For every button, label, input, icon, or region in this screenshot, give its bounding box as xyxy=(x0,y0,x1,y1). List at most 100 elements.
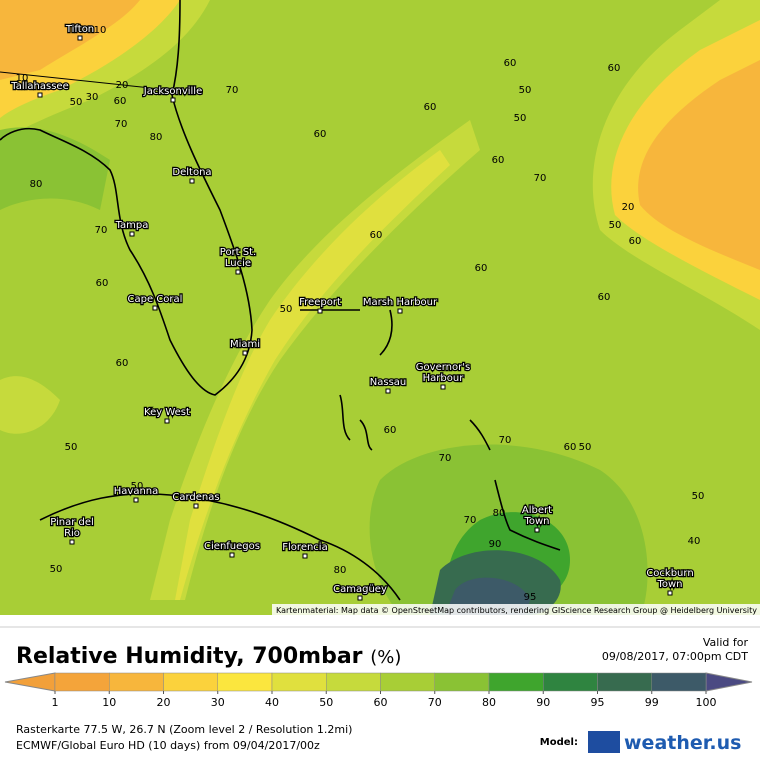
city-line: Freeport xyxy=(299,297,341,308)
city-dot xyxy=(129,231,135,237)
city-label: Cockburn Town xyxy=(646,568,693,590)
city-label: Governor's Harbour xyxy=(416,362,470,384)
contour-label: 60 xyxy=(424,102,437,113)
contour-label: 70 xyxy=(439,453,452,464)
valid-time: 09/08/2017, 07:00pm CDT xyxy=(602,650,748,663)
city-dot xyxy=(397,308,403,314)
legend-tick-label: 40 xyxy=(265,696,279,709)
contour-label: 20 xyxy=(116,80,129,91)
eu-flag xyxy=(588,731,620,753)
contour-label: 60 xyxy=(114,96,127,107)
city-label: Nassau xyxy=(370,377,407,388)
contour-label: 60 xyxy=(564,442,577,453)
contour-label: 80 xyxy=(334,565,347,576)
city-line: Deltona xyxy=(172,167,211,178)
city-line: Lucie xyxy=(225,258,251,269)
city-line: Port St. xyxy=(220,247,256,258)
contour-label: 60 xyxy=(314,129,327,140)
city-label: Havanna xyxy=(114,486,159,497)
city-line: Pinar del xyxy=(50,517,94,528)
city-label: Deltona xyxy=(172,167,211,178)
contour-label: 60 xyxy=(629,236,642,247)
city-dot xyxy=(164,418,170,424)
legend-swatch xyxy=(434,672,490,692)
city-line: Tifton xyxy=(65,24,94,35)
legend-tick-label: 10 xyxy=(102,696,116,709)
legend-swatch xyxy=(271,672,327,692)
city-label: Pinar del Rio xyxy=(50,517,94,539)
legend-tick-label: 90 xyxy=(536,696,550,709)
contour-label: 80 xyxy=(150,132,163,143)
city-line: Cockburn xyxy=(646,568,693,579)
legend-tick-label: 30 xyxy=(211,696,225,709)
zone xyxy=(0,127,110,210)
city-dot xyxy=(302,553,308,559)
legend-swatch xyxy=(543,672,598,692)
city-dot xyxy=(37,92,43,98)
city-line: Tampa xyxy=(115,220,149,231)
city-dot xyxy=(193,503,199,509)
legend-tick-label: 70 xyxy=(428,696,442,709)
contour-label: 50 xyxy=(280,304,293,315)
city-label: Florencia xyxy=(282,542,327,553)
contour-label: 60 xyxy=(598,292,611,303)
legend-swatch xyxy=(163,672,218,692)
legend-tick-label: 20 xyxy=(157,696,171,709)
city-line: Camagüey xyxy=(333,584,387,595)
city-line: Nassau xyxy=(370,377,407,388)
attribution-bg xyxy=(272,604,760,616)
city-dot xyxy=(133,497,139,503)
city-dot xyxy=(189,178,195,184)
legend-tick-label: 50 xyxy=(319,696,333,709)
city-label: Albert Town xyxy=(522,505,552,527)
legend-above xyxy=(705,672,753,692)
contour-label: 70 xyxy=(499,435,512,446)
legend-swatch xyxy=(488,672,544,692)
city-label: Cardenas xyxy=(172,492,219,503)
city-label: Camagüey xyxy=(333,584,387,595)
title-text: Relative Humidity, 700mbar xyxy=(16,644,363,669)
contour-label: 30 xyxy=(86,92,99,103)
city-line: Tallahassee xyxy=(10,81,68,92)
footer-line: ECMWF/Global Euro HD (10 days) from 09/0… xyxy=(16,739,320,752)
city-dot xyxy=(170,97,176,103)
city-line: Marsh Harbour xyxy=(363,297,438,308)
city-line: Key West xyxy=(144,407,190,418)
zone xyxy=(0,0,140,80)
legend-tick-label: 99 xyxy=(645,696,659,709)
legend-swatch xyxy=(380,672,435,692)
contour-label: 50 xyxy=(692,491,705,502)
city-label: Freeport xyxy=(299,297,341,308)
attribution: Kartenmaterial: Map data © OpenStreetMap… xyxy=(276,606,757,615)
city-line: Harbour xyxy=(423,373,465,384)
legend-tick-label: 80 xyxy=(482,696,496,709)
legend-tick-label: 100 xyxy=(696,696,717,709)
contour-label: 50 xyxy=(70,97,83,108)
contour-label: 70 xyxy=(115,119,128,130)
city-line: Cape Coral xyxy=(128,294,183,305)
contour-label: 40 xyxy=(688,536,701,547)
contour-label: 80 xyxy=(30,179,43,190)
city-dot xyxy=(242,350,248,356)
city-line: Governor's xyxy=(416,362,470,373)
contour-label: 60 xyxy=(492,155,505,166)
contour-label: 50 xyxy=(609,220,622,231)
contour-label: 50 xyxy=(50,564,63,575)
city-line: Jacksonville xyxy=(143,86,202,97)
contour-label: 70 xyxy=(95,225,108,236)
contour-label: 60 xyxy=(96,278,109,289)
unit: (%) xyxy=(370,647,401,668)
legend-swatch xyxy=(597,672,652,692)
city-dot xyxy=(77,35,83,41)
city-label: Jacksonville xyxy=(143,86,202,97)
city-dot xyxy=(385,388,391,394)
brand: weather.us xyxy=(624,732,741,754)
coastline xyxy=(0,0,561,601)
contour-label: 60 xyxy=(475,263,488,274)
city-dot xyxy=(534,527,540,533)
city-line: Albert xyxy=(522,505,552,516)
city-label: Tallahassee xyxy=(10,81,68,92)
contour-label: 60 xyxy=(504,58,517,69)
contour-label: 70 xyxy=(226,85,239,96)
